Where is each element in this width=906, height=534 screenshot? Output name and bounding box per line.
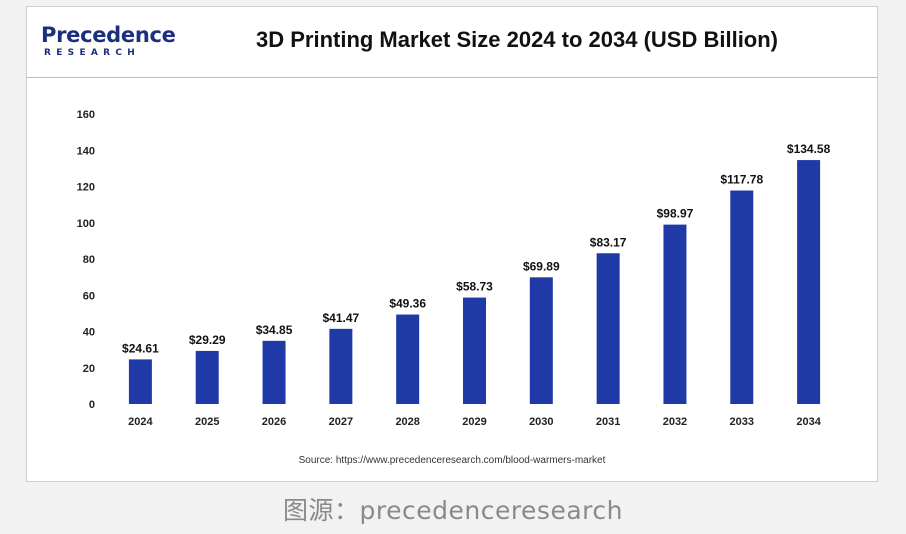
- logo-subtext: RESEARCH: [44, 48, 141, 58]
- bar-value-label: $29.29: [189, 333, 226, 347]
- bar-value-label: $49.36: [389, 297, 426, 311]
- logo-wordmark: Precedence: [41, 23, 176, 47]
- bar-value-label: $83.17: [590, 235, 627, 249]
- x-tick-label: 2034: [796, 416, 821, 428]
- x-tick-label: 2027: [329, 416, 353, 428]
- bar-value-label: $69.89: [523, 259, 560, 273]
- x-tick-label: 2031: [596, 416, 620, 428]
- y-tick-label: 20: [83, 363, 95, 375]
- x-tick-label: 2032: [663, 416, 687, 428]
- bar: [797, 160, 821, 404]
- bar-value-label: $98.97: [657, 207, 694, 221]
- bar-value-label: $134.58: [787, 142, 831, 156]
- x-tick-label: 2025: [195, 416, 219, 428]
- y-tick-label: 40: [83, 327, 95, 339]
- bar: [463, 297, 486, 404]
- x-tick-label: 2024: [128, 416, 153, 428]
- chart-header: Precedence RESEARCH 3D Printing Market S…: [27, 7, 877, 78]
- bar: [128, 359, 152, 404]
- bar-value-label: $58.73: [456, 280, 493, 294]
- image-caption: 图源：precedenceresearch: [283, 496, 623, 525]
- brand-logo: Precedence RESEARCH: [41, 23, 176, 63]
- y-tick-label: 100: [77, 218, 95, 230]
- bar-value-label: $41.47: [323, 311, 360, 325]
- x-tick-label: 2030: [529, 416, 553, 428]
- y-tick-label: 120: [77, 182, 95, 194]
- y-tick-label: 0: [89, 399, 95, 411]
- bar-value-label: $117.78: [720, 173, 763, 187]
- bar: [396, 314, 420, 404]
- y-tick-label: 160: [77, 109, 95, 121]
- y-tick-label: 80: [83, 254, 95, 266]
- bar: [596, 253, 620, 404]
- bar: [730, 190, 754, 404]
- chart-title: 3D Printing Market Size 2024 to 2034 (US…: [255, 27, 779, 52]
- y-tick-label: 60: [83, 290, 95, 302]
- x-tick-label: 2028: [395, 416, 419, 428]
- y-tick-label: 140: [77, 145, 95, 157]
- chart-card: Precedence RESEARCH 3D Printing Market S…: [26, 6, 878, 482]
- x-tick-label: 2026: [262, 416, 286, 428]
- bar-value-label: $34.85: [256, 323, 293, 337]
- x-tick-label: 2033: [730, 416, 754, 428]
- bar: [329, 328, 353, 404]
- bar: [262, 340, 286, 404]
- x-tick-label: 2029: [462, 416, 486, 428]
- source-note: Source: https://www.precedenceresearch.c…: [298, 455, 606, 466]
- bar: [663, 224, 687, 404]
- bar-value-label: $24.61: [122, 341, 159, 355]
- bar: [529, 277, 553, 404]
- bar-chart: 0 20 40 60 80 100 120 140 160 $24.61 2024 $29.29 202…: [77, 109, 831, 428]
- bar: [195, 350, 219, 404]
